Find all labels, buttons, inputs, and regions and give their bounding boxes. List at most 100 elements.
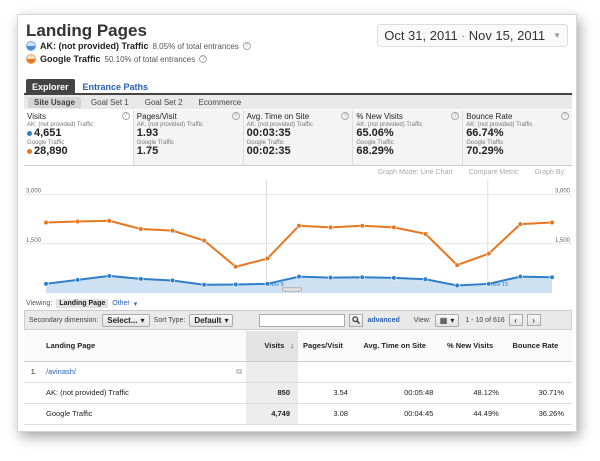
search-icon[interactable] [349,313,364,327]
metric-visits[interactable]: Visits ? AK: (not provided) Traffic 4,65… [24,110,134,165]
metric-seg-label: Google Traffic [136,140,175,146]
graph-mode-link[interactable]: Graph Mode: Line Chart [377,169,453,176]
chevron-down-icon: ▾ [450,315,455,325]
data-point-google [264,255,270,262]
help-icon[interactable]: ? [231,112,240,120]
data-point-ak [233,281,239,288]
subtab-ecommerce[interactable]: Ecommerce [198,97,242,107]
data-point-google [296,223,302,229]
metric-avg-time[interactable]: Avg. Time on Site ? AK: (not provided) T… [243,110,354,165]
tab-entrance-paths[interactable]: Entrance Paths [82,82,149,92]
metric-value: 66.74% [466,127,504,139]
help-icon[interactable]: ? [451,112,460,120]
date-start: Oct 31, 2011 [384,28,458,43]
metric-value-ak: 4,651 [27,128,130,139]
segment-pct: 50.10% of total entrances [104,54,196,64]
graph-options: Graph Mode: Line Chart Compare Metric Gr… [378,169,566,176]
search-glyph [352,316,361,324]
subtab-site-usage[interactable]: Site Usage [28,96,81,108]
view-type-select[interactable]: ▦ ▾ [434,313,460,327]
chevron-down-icon: ▾ [224,315,229,325]
metric-value: 70.29% [466,145,504,157]
sort-type-select[interactable]: Default ▾ [189,313,234,327]
dimension-landing-page[interactable]: Landing Page [56,299,109,308]
help-icon[interactable]: ? [341,112,350,120]
data-point-ak [201,282,207,288]
col-landing-page[interactable]: Landing Page [40,331,246,362]
metric-scorecards: Visits ? AK: (not provided) Traffic 4,65… [24,110,572,166]
prev-page-button[interactable]: ‹ [508,314,523,326]
col-avg-time[interactable]: Avg. Time on Site [355,331,442,362]
cell-bounce-rate: 36.26% [506,403,572,425]
visits-line-chart: 3,000 3,000 1,500 1,500 Nov 8 Nov 15 [24,178,572,298]
col-visits-label: Visits [264,341,285,351]
info-icon[interactable]: ? [199,55,208,63]
table-header-row: Landing Page Visits ↓ Pages/Visit Avg. Ti… [24,331,572,362]
metric-seg-label: AK: (not provided) Traffic [246,122,313,128]
view-label: View: [413,316,431,324]
chart-annotation: Nov 15 [491,282,508,288]
compare-metric-link[interactable]: Compare Metric [468,169,519,176]
dimension-other[interactable]: Other [112,300,130,307]
cell-pages-visit: 3.08 [298,403,356,425]
col-visits[interactable]: Visits ↓ [246,331,298,362]
table-row: Google Traffic 4,749 3.08 00:04:45 44.49… [24,403,572,425]
metric-new-visits[interactable]: % New Visits ? AK: (not provided) Traffi… [353,110,464,165]
data-point-ak [43,281,49,287]
tab-explorer[interactable]: Explorer [26,79,75,95]
data-point-google [391,224,397,230]
metric-value: 1.93 [136,127,159,139]
metric-seg-label: Google Traffic [466,140,504,146]
metric-value: 28,890 [34,145,68,157]
info-icon[interactable]: ? [242,42,251,50]
advanced-filter-link[interactable]: advanced [367,316,400,324]
help-icon[interactable]: ? [121,112,130,120]
cell-pages-visit: 3.54 [298,382,356,404]
metric-title: Avg. Time on Site [246,112,310,121]
col-bounce-rate[interactable]: Bounce Rate [506,331,572,362]
data-point-google [328,224,334,230]
data-point-google [169,228,176,234]
data-point-ak [486,281,492,287]
metric-pages-visit[interactable]: Pages/Visit ? AK: (not provided) Traffic… [133,110,244,165]
segment-google[interactable]: Google Traffic 50.10% of total entrances… [26,54,208,64]
metric-seg-label: AK: (not provided) Traffic [136,122,204,128]
data-point-ak [296,273,302,280]
grid-icon: ▦ [439,315,448,325]
date-range-picker[interactable]: Oct 31, 2011 - Nov 15, 2011 ▼ [377,24,568,47]
cell-new-visits: 48.12% [441,382,507,404]
data-point-ak [106,273,112,279]
chart-annotation: Nov 8 [269,282,283,288]
metric-bounce-rate[interactable]: Bounce Rate ? AK: (not provided) Traffic… [463,110,572,165]
graph-by-link[interactable]: Graph By: [534,169,566,176]
next-page-button[interactable]: › [526,314,541,326]
subtab-goal-set-2[interactable]: Goal Set 2 [144,97,183,107]
metric-value: 00:02:35 [246,145,291,157]
pagination-info: 1 - 10 of 616 [465,316,505,324]
metric-title: Bounce Rate [466,112,513,121]
chevron-down-icon: ▾ [133,300,138,308]
segment-ak[interactable]: AK: (not provided) Traffic 8.05% of tota… [26,41,251,51]
landing-page-link[interactable]: /avinash/ [46,366,77,376]
metric-seg-label: Google Traffic [356,140,394,146]
help-icon[interactable]: ? [560,112,569,120]
data-point-google [75,218,81,225]
secondary-dimension-select[interactable]: Select... ▾ [102,313,150,327]
row-index: 1. [24,361,40,383]
metric-value: 4,651 [34,127,62,139]
col-new-visits[interactable]: % New Visits [441,331,507,362]
data-point-ak [169,277,176,284]
subtab-goal-set-1[interactable]: Goal Set 1 [90,97,129,107]
metric-value: 00:03:35 [246,127,291,139]
metric-title: Visits [27,112,46,121]
data-point-google [422,231,429,237]
cell-visits [246,361,298,383]
table-filter-input[interactable] [259,313,346,327]
y-tick-label-right: 1,500 [555,238,571,244]
data-point-ak [264,281,270,287]
chart-resize-handle[interactable] [282,287,302,292]
sort-value: Default [194,315,222,325]
data-point-ak [138,276,144,282]
col-pages-visit[interactable]: Pages/Visit [298,331,356,362]
external-link-icon[interactable]: ⧉ [236,366,242,376]
